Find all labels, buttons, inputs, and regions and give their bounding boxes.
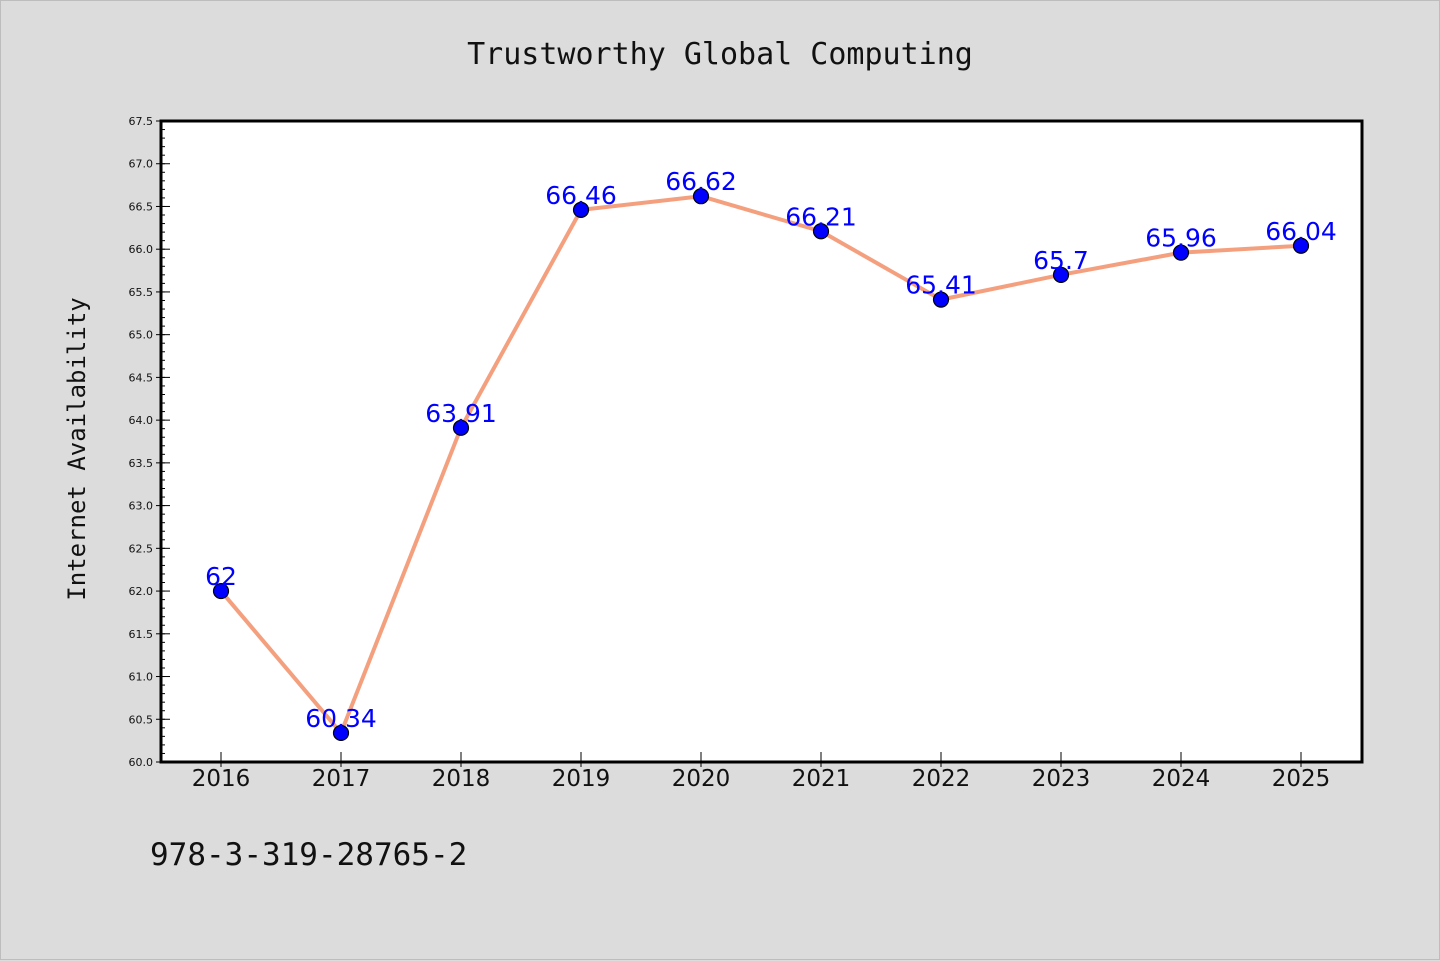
x-axis-ticks: 2016 2017 2018 2019 2020 2021 2022 2023 2024 2025: [192, 752, 1331, 792]
data-point: [932, 291, 950, 308]
y-tick-label: 66.0: [129, 243, 154, 256]
data-point: [212, 582, 230, 600]
data-label: 66.62: [665, 167, 737, 196]
x-tick-label: 2021: [792, 766, 851, 792]
data-label: 63.91: [425, 399, 497, 428]
y-tick-label: 63.0: [129, 500, 154, 513]
y-tick-label: 65.0: [129, 329, 154, 342]
x-tick-label: 2025: [1272, 766, 1331, 792]
y-tick-label: 62.5: [129, 542, 154, 555]
y-tick-label: 62.0: [129, 585, 154, 598]
y-tick-label: 65.5: [129, 286, 154, 299]
data-label: 66.46: [545, 181, 617, 210]
data-point: [1172, 244, 1190, 261]
chart-title: Trustworthy Global Computing: [467, 37, 973, 72]
x-tick-label: 2019: [552, 766, 611, 792]
y-tick-label: 61.5: [129, 628, 154, 641]
data-point: [812, 223, 830, 240]
data-label: 65.7: [1033, 246, 1089, 275]
y-axis-ticks: 60.0 60.5 61.0 61.5 62.0 62.5 63.0 63.5 64.0 64.5…: [129, 115, 170, 769]
series-line: [219, 194, 1303, 735]
x-tick-label: 2020: [672, 766, 731, 792]
y-tick-label: 60.5: [129, 713, 154, 726]
data-point: [572, 201, 590, 218]
x-tick-label: 2018: [432, 766, 491, 792]
x-tick-label: 2023: [1032, 766, 1091, 792]
data-point: [1052, 266, 1070, 283]
plot-area: [159, 119, 1364, 764]
x-tick-label: 2017: [312, 766, 371, 792]
series-points-group: [212, 188, 1310, 742]
data-label: 65.41: [905, 271, 977, 300]
data-label: 66.21: [785, 202, 857, 231]
y-tick-label: 66.5: [129, 200, 154, 213]
y-tick-label: 60.0: [129, 756, 154, 769]
data-label: 60.34: [305, 704, 377, 733]
y-tick-label: 67.5: [129, 115, 154, 128]
series-line-group: [219, 194, 1303, 735]
x-tick-label: 2022: [912, 766, 971, 792]
footer-isbn: 978-3-319-28765-2: [150, 837, 467, 873]
data-label: 65.96: [1145, 224, 1217, 253]
y-tick-label: 64.0: [129, 414, 154, 427]
y-tick-label: 64.5: [129, 371, 154, 384]
x-tick-label: 2024: [1152, 766, 1211, 792]
y-tick-label: 61.0: [129, 671, 154, 684]
x-tick-label: 2016: [192, 766, 251, 792]
y-tick-label: 63.5: [129, 457, 154, 470]
data-point: [1292, 237, 1310, 254]
data-label: 66.04: [1265, 217, 1337, 246]
data-labels-group: 62 60.34 63.91 66.46 66.62 66.21 65.41 65.7 65.9…: [205, 167, 1337, 733]
data-point: [692, 188, 710, 205]
data-point: [332, 724, 350, 742]
y-axis-label: Internet Availability: [63, 297, 91, 600]
y-tick-label: 67.0: [129, 158, 154, 171]
data-point: [452, 419, 470, 436]
data-label: 62: [205, 562, 237, 591]
